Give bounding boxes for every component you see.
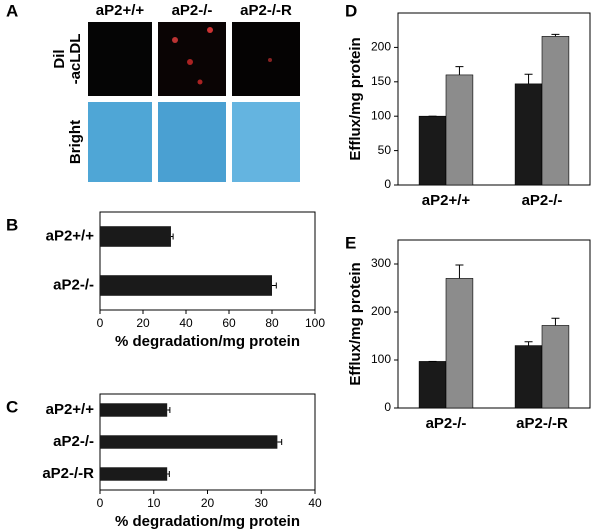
error-bar bbox=[551, 317, 560, 326]
x-tick-label: 0 bbox=[97, 316, 104, 330]
cell bbox=[207, 27, 213, 33]
x-tick-label: 0 bbox=[97, 496, 104, 510]
x-tick-label: 10 bbox=[147, 496, 161, 510]
panel-letter: A bbox=[6, 1, 18, 20]
cell bbox=[187, 59, 193, 65]
x-tick-label: aP2-/-R bbox=[516, 415, 568, 432]
category-label: aP2-/-R bbox=[42, 465, 94, 482]
y-tick-label: 200 bbox=[371, 40, 391, 54]
bar bbox=[100, 467, 168, 481]
error-bar bbox=[524, 73, 533, 84]
y-tick-label: 100 bbox=[371, 108, 391, 122]
x-tick-label: aP2-/- bbox=[522, 192, 563, 209]
x-axis-label: % degradation/mg protein bbox=[115, 513, 300, 530]
category-label: aP2+/+ bbox=[46, 401, 95, 418]
x-tick-label: aP2+/+ bbox=[422, 192, 471, 209]
y-tick-label: 100 bbox=[371, 352, 391, 366]
x-tick-label: 40 bbox=[179, 316, 193, 330]
bar bbox=[514, 345, 543, 409]
y-tick-label: 150 bbox=[371, 74, 391, 88]
y-tick-label: 300 bbox=[371, 256, 391, 270]
bar bbox=[100, 275, 272, 296]
x-tick-label: 80 bbox=[265, 316, 279, 330]
y-axis-label: Efflux/mg protein bbox=[347, 37, 364, 160]
image bbox=[88, 22, 152, 96]
image bbox=[88, 102, 152, 182]
bar bbox=[541, 36, 570, 186]
category-label: aP2-/- bbox=[53, 433, 94, 450]
micrographs bbox=[88, 22, 300, 182]
error-bar bbox=[455, 66, 464, 75]
column-label: aP2+/+ bbox=[96, 2, 145, 19]
bar bbox=[100, 435, 278, 449]
panel-letter: B bbox=[6, 215, 18, 234]
bar bbox=[418, 361, 447, 409]
x-tick-label: 20 bbox=[136, 316, 150, 330]
y-tick-label: 0 bbox=[384, 400, 391, 414]
panel-letter: D bbox=[345, 1, 357, 20]
image bbox=[232, 22, 300, 96]
error-bar bbox=[551, 33, 560, 37]
y-tick-label: 200 bbox=[371, 304, 391, 318]
image bbox=[158, 22, 226, 96]
column-label: aP2-/- bbox=[172, 2, 213, 19]
bar bbox=[418, 115, 447, 186]
bar bbox=[100, 226, 171, 247]
y-tick-label: 0 bbox=[384, 177, 391, 191]
error-bar bbox=[455, 264, 464, 279]
bar bbox=[100, 403, 168, 417]
plot-frame bbox=[397, 12, 591, 186]
image bbox=[158, 102, 226, 182]
bar bbox=[445, 74, 474, 186]
bar bbox=[445, 278, 474, 409]
image bbox=[232, 102, 300, 182]
cell bbox=[172, 37, 178, 43]
x-tick-label: aP2-/- bbox=[426, 415, 467, 432]
y-axis-label: Efflux/mg protein bbox=[347, 262, 364, 385]
row-label: Bright bbox=[67, 120, 84, 164]
column-label: aP2-/-R bbox=[240, 2, 292, 19]
error-bar bbox=[277, 439, 283, 445]
bar bbox=[514, 83, 543, 186]
x-tick-label: 30 bbox=[255, 496, 269, 510]
x-tick-label: 100 bbox=[305, 316, 325, 330]
x-tick-label: 20 bbox=[201, 496, 215, 510]
row-label: Dil-acLDL bbox=[51, 34, 84, 85]
category-label: aP2-/- bbox=[53, 276, 94, 293]
error-bar bbox=[272, 282, 277, 289]
error-bar bbox=[524, 341, 533, 346]
cell bbox=[268, 58, 272, 62]
bar bbox=[541, 325, 570, 409]
panel-letter: C bbox=[6, 397, 18, 416]
error-bar bbox=[167, 407, 171, 413]
error-bar bbox=[167, 471, 170, 477]
category-label: aP2+/+ bbox=[46, 227, 95, 244]
x-axis-label: % degradation/mg protein bbox=[115, 333, 300, 350]
y-tick-label: 50 bbox=[378, 143, 392, 157]
x-tick-label: 60 bbox=[222, 316, 236, 330]
cell bbox=[197, 79, 203, 85]
x-tick-label: 40 bbox=[308, 496, 322, 510]
plot-frame bbox=[99, 211, 316, 311]
error-bar bbox=[170, 233, 174, 240]
panel-letter: E bbox=[345, 233, 356, 252]
plot-frame bbox=[397, 239, 591, 409]
